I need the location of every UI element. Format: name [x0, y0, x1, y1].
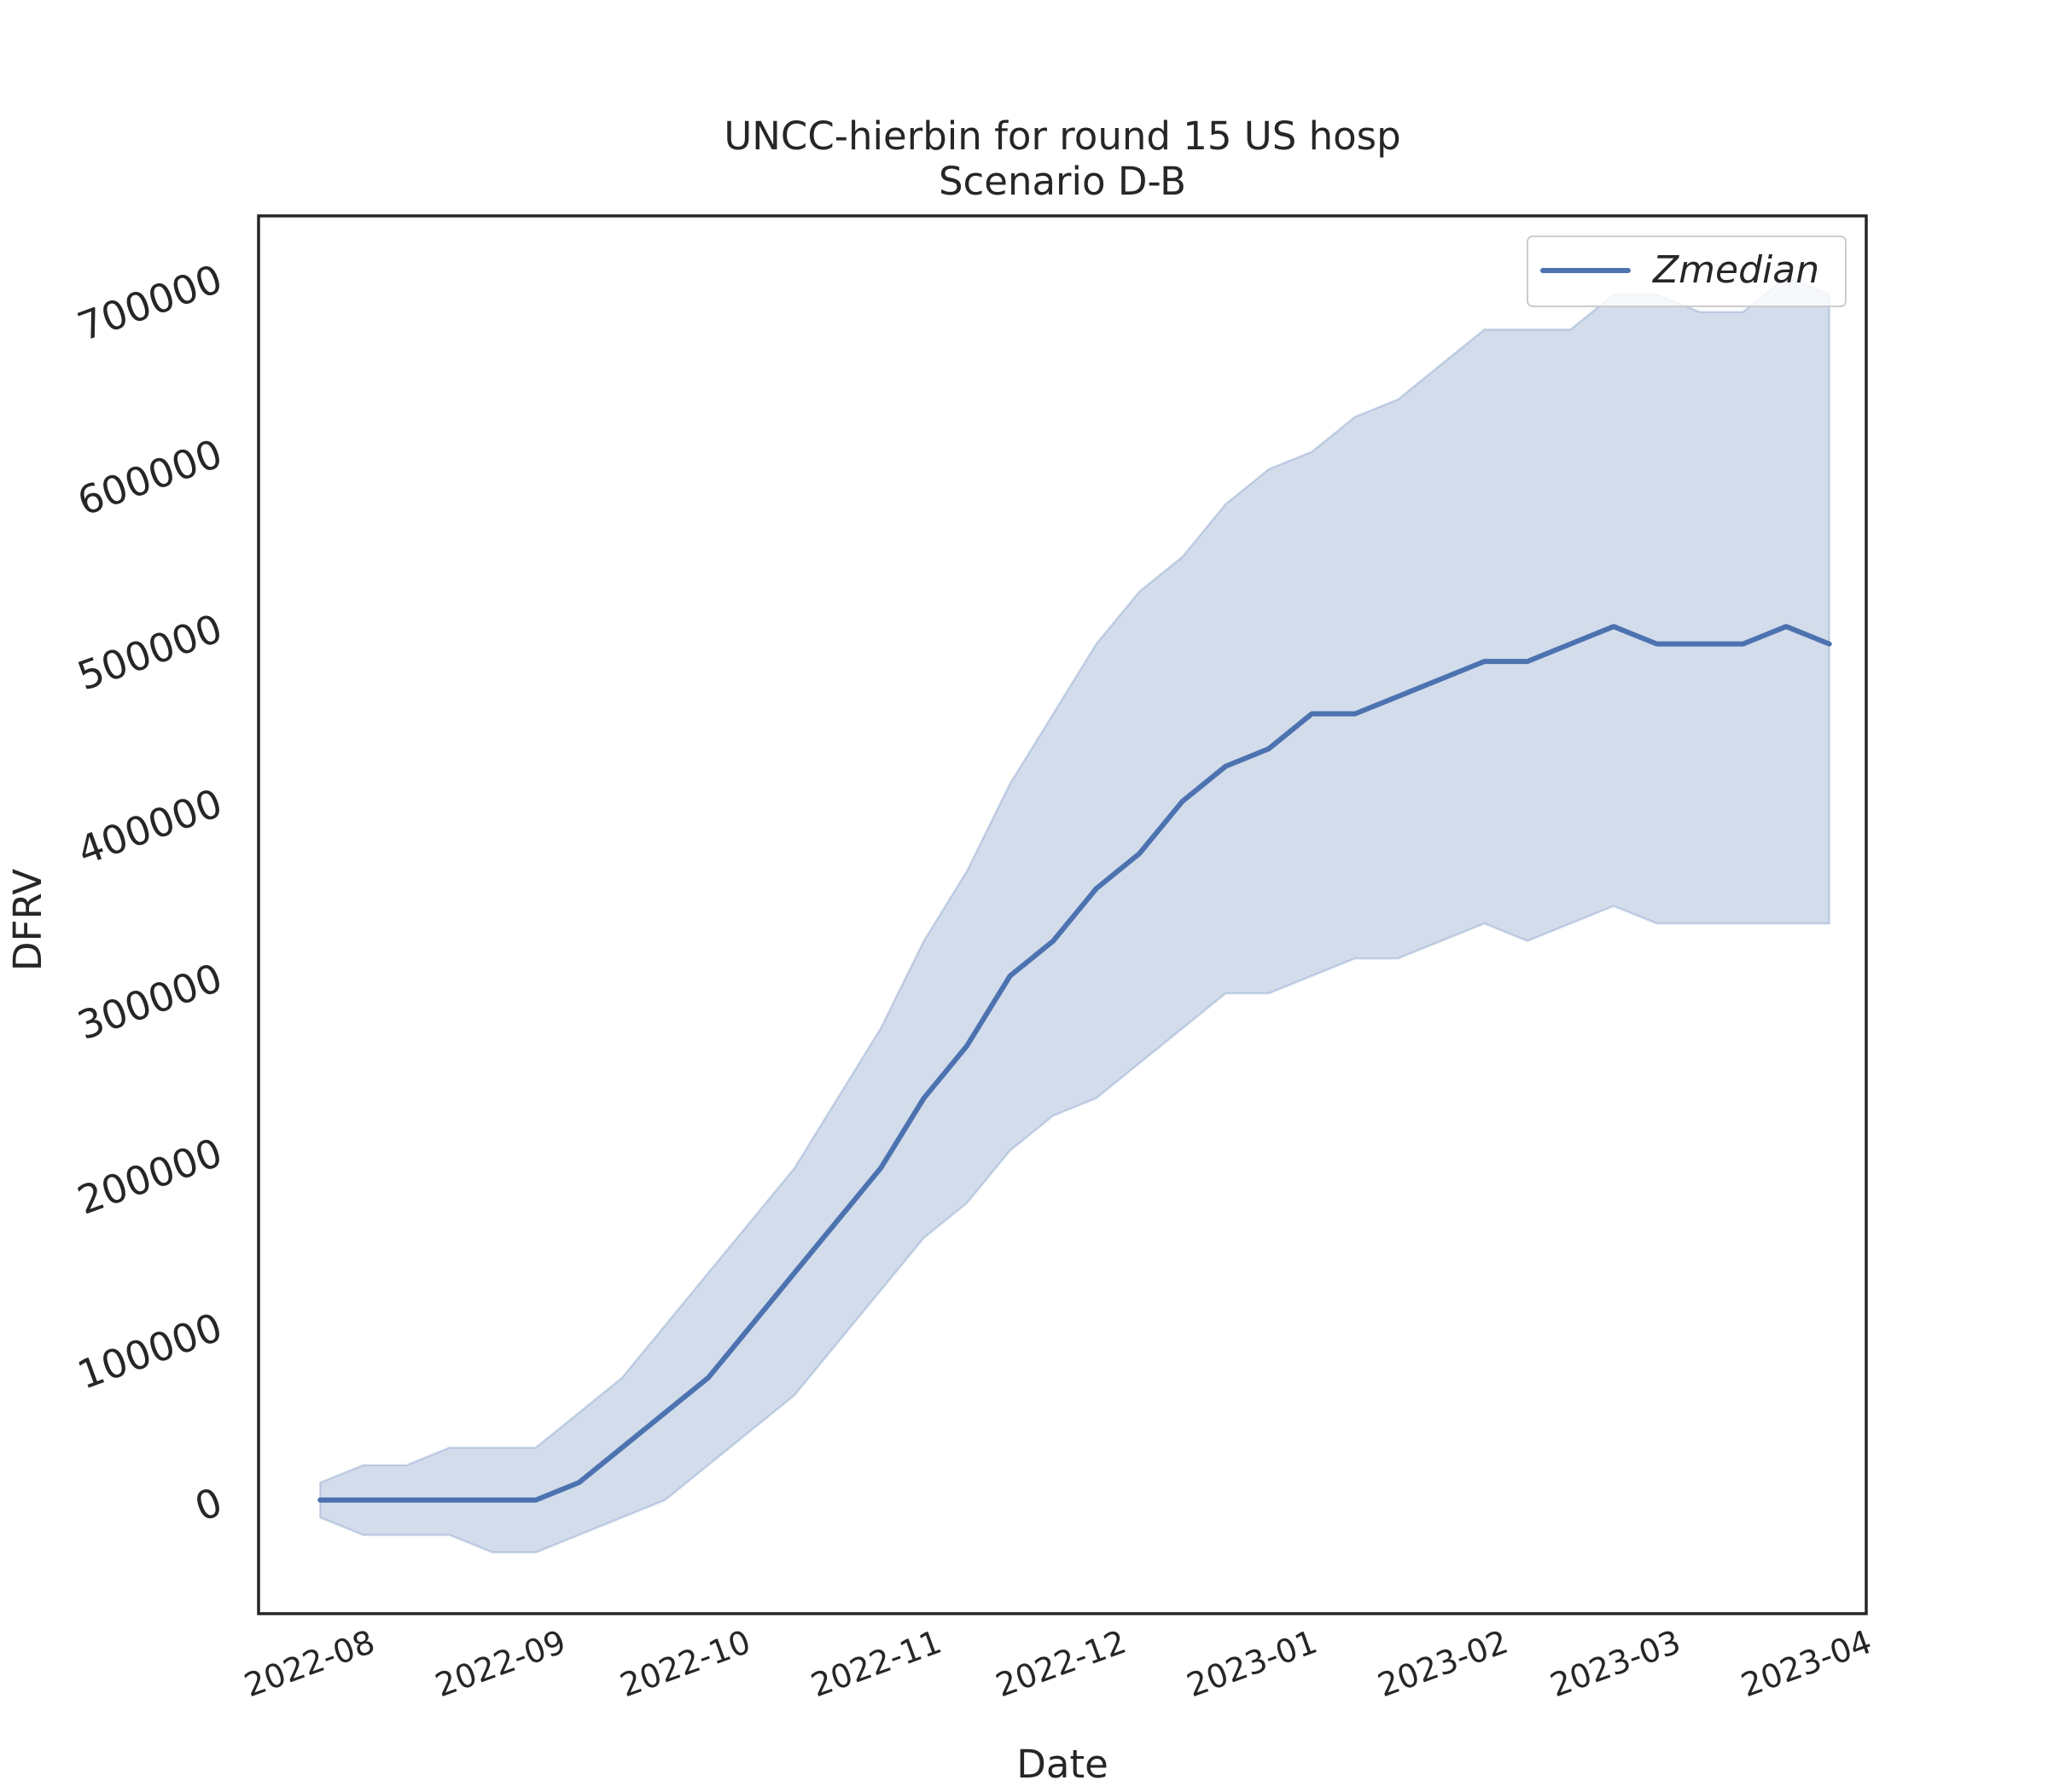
x-tick-label: 2022-10	[615, 1623, 755, 1705]
y-tick-label: 300000	[72, 954, 228, 1049]
chart-subtitle: Scenario D-B	[939, 159, 1186, 204]
legend-label-zmedian: Zmedian	[1652, 248, 1819, 292]
y-axis-label: DFRV	[5, 869, 50, 971]
x-tick-label: 2022-09	[430, 1623, 570, 1705]
legend: Zmedian	[1527, 236, 1847, 307]
y-tick-label: 700000	[72, 255, 228, 350]
x-tick-label: 2023-02	[1373, 1623, 1513, 1705]
y-tick-label: 0	[189, 1479, 228, 1531]
x-tick-label: 2023-01	[1182, 1623, 1322, 1705]
y-tick-label: 500000	[72, 605, 228, 700]
x-tick-label: 2022-12	[991, 1623, 1131, 1705]
x-tick-label: 2023-04	[1737, 1623, 1876, 1705]
x-axis-label: Date	[1016, 1742, 1108, 1787]
legend-box	[1527, 236, 1847, 307]
plot-area	[317, 276, 1832, 1554]
x-tick-label: 2023-03	[1545, 1623, 1685, 1705]
y-tick-label: 400000	[72, 780, 228, 875]
y-tick-label: 200000	[72, 1129, 228, 1224]
x-axis-ticks: 2022-08 2022-09 2022-10 2022-11 2022-12 2023-…	[240, 1623, 1876, 1705]
series-line-zmedian	[317, 624, 1832, 1503]
chart-title: UNCC-hierbin for round 15 US hosp	[724, 113, 1400, 159]
y-axis-ticks: 0 100000 200000 300000 400000 500000 600000 700…	[72, 255, 229, 1530]
x-tick-label: 2022-08	[240, 1623, 380, 1705]
plot-frame	[257, 214, 1868, 1615]
y-tick-label: 600000	[72, 430, 228, 525]
x-tick-label: 2022-11	[806, 1623, 946, 1705]
y-tick-label: 100000	[72, 1304, 228, 1399]
